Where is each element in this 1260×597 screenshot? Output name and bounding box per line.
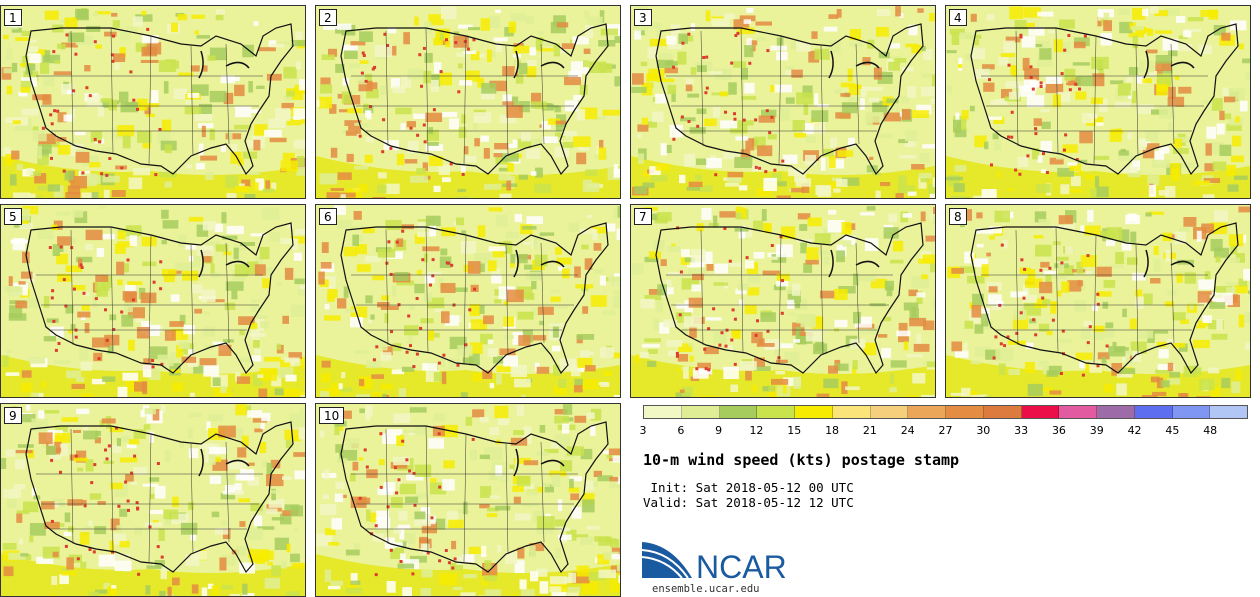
colorbar-tick-label: 36 — [1051, 424, 1066, 437]
wind-speed-map — [316, 404, 620, 596]
colorbar-tick-label: 33 — [1014, 424, 1029, 437]
member-panel: 10 — [315, 403, 621, 597]
member-panel: 1 — [0, 5, 306, 199]
member-number: 6 — [319, 208, 337, 225]
colorbar-tick-label: 27 — [938, 424, 953, 437]
colorbar-swatch — [1097, 406, 1135, 418]
member-number: 3 — [634, 9, 652, 26]
colorbar-swatch — [1021, 406, 1060, 418]
wind-speed-map — [316, 205, 620, 397]
member-panel: 3 — [630, 5, 936, 199]
colorbar-tick-label: 21 — [862, 424, 877, 437]
colorbar-swatch — [681, 406, 720, 418]
member-panel: 5 — [0, 204, 306, 398]
member-panel: 6 — [315, 204, 621, 398]
colorbar-tick-label: 39 — [1089, 424, 1104, 437]
wind-speed-map — [1, 6, 305, 198]
colorbar-swatch — [832, 406, 871, 418]
member-panel: 2 — [315, 5, 621, 199]
website-url: ensemble.ucar.edu — [652, 583, 760, 595]
init-time: Init: Sat 2018-05-12 00 UTC — [643, 480, 854, 495]
colorbar-tick-label: 24 — [900, 424, 915, 437]
colorbar-swatch — [1059, 406, 1097, 418]
wind-speed-map — [631, 205, 935, 397]
colorbar-tick-label: 18 — [825, 424, 840, 437]
colorbar-swatch — [946, 406, 984, 418]
colorbar-swatch — [870, 406, 909, 418]
wind-speed-map — [631, 6, 935, 198]
colorbar-tick-label: 9 — [715, 424, 723, 437]
colorbar-tick-label: 3 — [639, 424, 647, 437]
colorbar-swatch — [757, 406, 795, 418]
member-number: 2 — [319, 9, 337, 26]
colorbar-tick-label: 30 — [976, 424, 991, 437]
member-panel: 9 — [0, 403, 306, 597]
member-panel: 8 — [945, 204, 1251, 398]
colorbar-swatch — [1172, 406, 1211, 418]
member-panel: 4 — [945, 5, 1251, 199]
colorbar-swatch — [795, 406, 833, 418]
member-number: 7 — [634, 208, 652, 225]
member-number: 8 — [949, 208, 967, 225]
member-number: 9 — [4, 407, 22, 424]
colorbar-tick-label: 45 — [1165, 424, 1180, 437]
colorbar-tick-label: 6 — [677, 424, 685, 437]
ncar-logo: NCAR — [642, 542, 787, 582]
colorbar-swatch — [719, 406, 758, 418]
colorbar-swatch — [644, 406, 682, 418]
colorbar — [643, 405, 1248, 419]
wind-speed-map — [946, 6, 1250, 198]
member-panel: 7 — [630, 204, 936, 398]
wind-speed-map — [316, 6, 620, 198]
wind-speed-map — [1, 404, 305, 596]
wind-speed-map — [946, 205, 1250, 397]
wind-speed-map — [1, 205, 305, 397]
colorbar-tick-label: 15 — [787, 424, 802, 437]
member-number: 5 — [4, 208, 22, 225]
plot-title: 10-m wind speed (kts) postage stamp — [643, 451, 960, 469]
colorbar-swatch — [908, 406, 946, 418]
ncar-logo-text: NCAR — [696, 549, 787, 582]
colorbar-tick-label: 42 — [1127, 424, 1142, 437]
member-number: 10 — [319, 407, 345, 424]
colorbar-swatch — [1210, 406, 1247, 418]
colorbar-swatch — [1134, 406, 1173, 418]
member-number: 1 — [4, 9, 22, 26]
member-number: 4 — [949, 9, 967, 26]
valid-time: Valid: Sat 2018-05-12 12 UTC — [643, 495, 854, 510]
colorbar-tick-label: 48 — [1203, 424, 1218, 437]
colorbar-tick-label: 12 — [749, 424, 764, 437]
colorbar-swatch — [983, 406, 1022, 418]
